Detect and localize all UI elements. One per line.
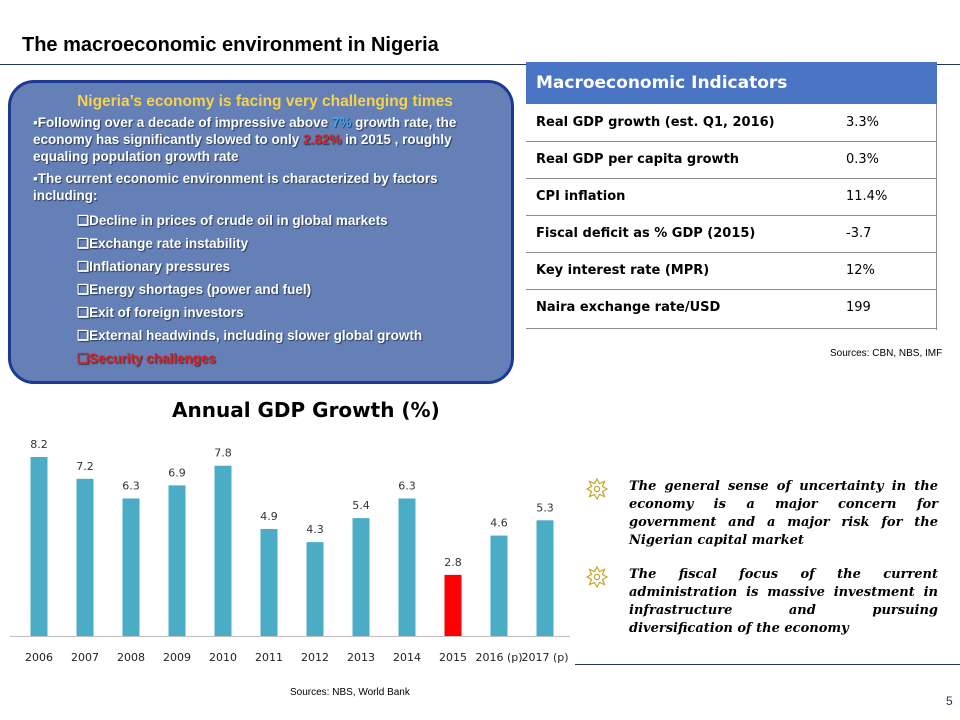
table-header-row: Macroeconomic Indicators [526, 62, 937, 104]
bar-2013 [352, 518, 370, 636]
indicator-value: 12% [836, 252, 937, 290]
indicator-label: Fiscal deficit as % GDP (2015) [526, 215, 836, 253]
checkbox-bullet-icon: ❑ [77, 328, 90, 343]
callout-paragraph-growth: ▪Following over a decade of impressive a… [33, 115, 457, 164]
factor-item: ❑Decline in prices of crude oil in globa… [77, 213, 388, 228]
bar-value-label: 6.3 [122, 479, 140, 492]
checkbox-bullet-icon: ❑ [77, 259, 90, 274]
bar-value-label: 8.2 [30, 438, 48, 451]
factor-list: ❑Decline in prices of crude oil in globa… [77, 209, 497, 370]
x-tick-label: 2015 [439, 651, 467, 664]
bar-2009 [168, 485, 186, 636]
indicator-value: 0.3% [836, 141, 937, 179]
table-right-border [936, 104, 937, 330]
checkbox-bullet-icon: ❑ [77, 236, 90, 251]
x-tick-label: 2010 [209, 651, 237, 664]
factor-item-security: ❑Security challenges [77, 351, 216, 366]
bar-2008 [122, 498, 140, 636]
square-bullet-icon: ▪ [33, 115, 38, 130]
bar-value-label: 4.9 [260, 510, 278, 523]
indicator-value: 199 [846, 300, 871, 316]
title-divider [0, 64, 960, 65]
x-tick-label: 2008 [117, 651, 145, 664]
bar-value-label: 7.2 [76, 460, 94, 473]
checkbox-bullet-icon: ❑ [77, 282, 90, 297]
note-uncertainty: The general sense of uncertainty in the … [586, 478, 938, 550]
x-tick-label: 2006 [25, 651, 53, 664]
bar-value-label: 6.3 [398, 479, 416, 492]
page-number: 5 [946, 694, 953, 708]
table-row: Real GDP per capita growth 0.3% [526, 141, 937, 179]
checkbox-bullet-icon: ❑ [77, 305, 90, 320]
bar-2015 [444, 574, 462, 636]
bar-value-label: 7.8 [214, 447, 232, 460]
x-tick-label: 2007 [71, 651, 99, 664]
bar-value-label: 6.9 [168, 466, 186, 479]
bar-value-label: 5.4 [352, 499, 370, 512]
callout-heading: Nigeria’s economy is facing very challen… [77, 93, 453, 110]
bar-2017-p [536, 520, 554, 636]
square-bullet-icon: ▪ [33, 171, 38, 186]
bar-2010 [214, 465, 232, 636]
bar-2011 [260, 529, 278, 636]
factor-item: ❑Inflationary pressures [77, 259, 231, 274]
factor-item: ❑Exchange rate instability [77, 236, 249, 251]
table-source: Sources: CBN, NBS, IMF [830, 348, 943, 359]
chart-source: Sources: NBS, World Bank [290, 687, 410, 698]
table-row: Fiscal deficit as % GDP (2015) -3.7 [526, 215, 937, 253]
page-title: The macroeconomic environment in Nigeria [22, 34, 439, 56]
indicator-label: Key interest rate (MPR) [526, 252, 836, 290]
highlight-growth-rate: 7% [331, 115, 352, 130]
x-tick-label: 2017 (p) [521, 651, 568, 664]
note-text: The fiscal focus of the current administ… [629, 567, 938, 636]
checkbox-bullet-icon: ❑ [77, 213, 90, 228]
bar-2016-p [490, 535, 508, 636]
bar-2007 [76, 478, 94, 636]
macro-indicators-table: Macroeconomic Indicators Real GDP growth… [526, 62, 937, 326]
x-tick-label: 2013 [347, 651, 375, 664]
bar-value-label: 4.6 [490, 517, 508, 530]
table-row: Key interest rate (MPR) 12% [526, 252, 937, 290]
checkbox-bullet-icon: ❑ [77, 351, 90, 366]
indicator-value: -3.7 [836, 215, 937, 253]
factor-item: ❑External headwinds, including slower gl… [77, 328, 423, 343]
note-text: The general sense of uncertainty in the … [629, 479, 938, 548]
factor-item: ❑Exit of foreign investors [77, 305, 244, 320]
x-tick-label: 2016 (p) [475, 651, 522, 664]
table-bottom-border [526, 328, 937, 329]
x-tick-label: 2012 [301, 651, 329, 664]
sun-bullet-icon [586, 566, 608, 588]
gdp-growth-chart: 8.2 2006 7.2 2007 6.3 2008 6.9 2009 7.8 2010 4.9 20… [10, 438, 570, 664]
highlight-2015-rate: 2.82% [303, 132, 342, 147]
table-row: Real GDP growth (est. Q1, 2016) 3.3% [526, 104, 937, 142]
x-tick-label: 2014 [393, 651, 421, 664]
bar-value-label: 2.8 [444, 556, 462, 569]
bar-2012 [306, 542, 324, 636]
notes-divider [575, 664, 960, 665]
sun-bullet-icon [586, 478, 608, 500]
bar-2014 [398, 498, 416, 636]
indicator-value: 3.3% [836, 104, 937, 142]
indicator-label: Naira exchange rate/USD [536, 300, 721, 316]
table-row: Naira exchange rate/USD 199 [526, 289, 937, 326]
indicator-label: CPI inflation [526, 178, 836, 216]
indicator-value: 11.4% [836, 178, 937, 216]
economy-callout-box: Nigeria’s economy is facing very challen… [8, 80, 514, 384]
indicator-label: Real GDP per capita growth [526, 141, 836, 179]
x-tick-label: 2009 [163, 651, 191, 664]
bar-2006 [30, 457, 48, 636]
table-title: Macroeconomic Indicators [526, 62, 937, 104]
bar-value-label: 5.3 [536, 501, 554, 514]
callout-paragraph-factors: ▪The current economic environment is cha… [33, 171, 438, 203]
bar-value-label: 4.3 [306, 523, 324, 536]
factor-item: ❑Energy shortages (power and fuel) [77, 282, 312, 297]
chart-title: Annual GDP Growth (%) [172, 398, 440, 422]
note-fiscal-focus: The fiscal focus of the current administ… [586, 566, 938, 638]
x-tick-label: 2011 [255, 651, 283, 664]
indicator-label: Real GDP growth (est. Q1, 2016) [526, 104, 836, 142]
table-row: CPI inflation 11.4% [526, 178, 937, 216]
